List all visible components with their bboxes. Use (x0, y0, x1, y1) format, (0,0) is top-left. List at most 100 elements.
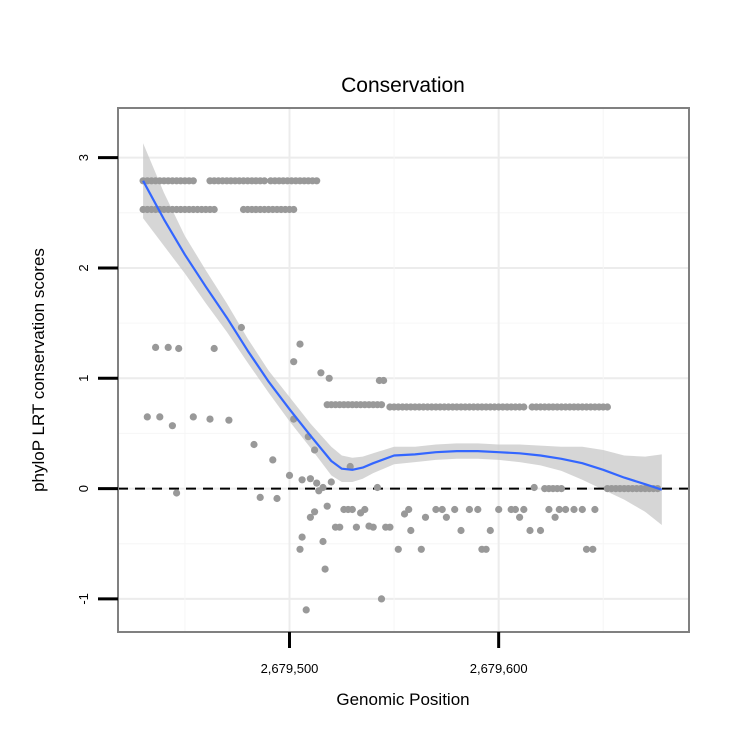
data-point (323, 502, 331, 510)
data-point (536, 526, 545, 535)
data-point (432, 505, 440, 514)
data-point (373, 483, 381, 492)
data-point (164, 343, 172, 351)
data-point (296, 545, 304, 553)
data-point (319, 537, 327, 546)
data-point (250, 440, 258, 449)
data-point (296, 340, 304, 348)
data-point (582, 545, 591, 553)
data-point (474, 505, 482, 514)
data-point (325, 374, 333, 382)
data-point (578, 505, 586, 514)
data-point (302, 606, 310, 614)
data-point (152, 343, 160, 351)
data-point (442, 513, 450, 521)
data-point (375, 376, 383, 385)
data-point (317, 369, 325, 377)
data-point (290, 205, 298, 214)
data-point (551, 513, 559, 521)
y-axis-ticks: -1 0 1 2 3 (76, 154, 118, 605)
data-point (557, 485, 566, 493)
data-point (321, 565, 329, 573)
data-point (313, 177, 321, 185)
data-point (405, 505, 413, 514)
grid-lines (118, 108, 689, 632)
data-point (361, 505, 369, 514)
data-point (417, 545, 425, 553)
data-point (298, 476, 306, 484)
data-point (407, 526, 415, 535)
data-point (306, 513, 314, 521)
data-point (285, 471, 294, 479)
data-point (298, 533, 306, 541)
data-point (555, 505, 563, 514)
data-point (210, 344, 218, 353)
data-point (225, 416, 233, 424)
data-point (189, 413, 197, 421)
data-point (377, 401, 386, 409)
data-point (591, 505, 599, 514)
data-point (530, 483, 538, 492)
data-point (516, 513, 524, 521)
data-point (545, 505, 553, 514)
y-tick-label: 3 (76, 154, 91, 161)
data-point (457, 526, 465, 535)
data-point (348, 505, 356, 514)
y-tick-label: -1 (76, 593, 91, 605)
data-point (306, 475, 314, 483)
y-axis-label: phyloP LRT conservation scores (29, 248, 48, 492)
data-point (269, 456, 277, 464)
data-point (336, 523, 344, 531)
data-point (451, 505, 459, 514)
data-point (486, 526, 494, 535)
data-point (311, 446, 319, 454)
data-point (482, 545, 490, 553)
data-point (327, 478, 335, 486)
data-point (352, 523, 360, 531)
data-point (520, 505, 528, 514)
y-tick-label: 1 (76, 375, 91, 382)
data-point (319, 483, 327, 492)
chart-title: Conservation (341, 74, 465, 97)
data-point (313, 479, 321, 487)
smooth-fit-line (142, 180, 663, 491)
data-point (421, 513, 430, 521)
data-point (520, 403, 528, 411)
plot-panel-border (117, 107, 690, 633)
data-point (377, 595, 386, 603)
data-point (394, 545, 402, 553)
data-point (465, 505, 473, 514)
data-point (311, 508, 319, 516)
data-point (495, 505, 503, 514)
data-point (210, 205, 218, 214)
data-point (386, 523, 394, 531)
x-axis-ticks: 2,679,500 2,679,600 (261, 632, 528, 676)
x-tick-label: 2,679,600 (470, 661, 528, 676)
fit-line (142, 180, 663, 491)
data-point (273, 494, 281, 503)
data-point (237, 323, 245, 332)
data-point (603, 403, 612, 411)
y-tick-label: 2 (76, 264, 91, 271)
data-point (206, 415, 214, 423)
data-point (189, 177, 197, 185)
x-axis-label: Genomic Position (336, 690, 469, 709)
data-point (511, 505, 519, 514)
data-point (173, 489, 181, 497)
data-point (438, 505, 446, 514)
data-point (156, 413, 164, 421)
data-point (570, 505, 578, 514)
data-point (400, 510, 409, 518)
data-point (256, 493, 264, 501)
data-point (175, 344, 183, 353)
data-point (589, 545, 597, 553)
data-point (526, 526, 534, 535)
x-tick-label: 2,679,500 (261, 661, 319, 676)
y-tick-label: 0 (76, 485, 91, 492)
data-point (365, 522, 373, 530)
data-point (290, 358, 298, 366)
data-point (562, 505, 570, 514)
data-point (260, 177, 268, 185)
